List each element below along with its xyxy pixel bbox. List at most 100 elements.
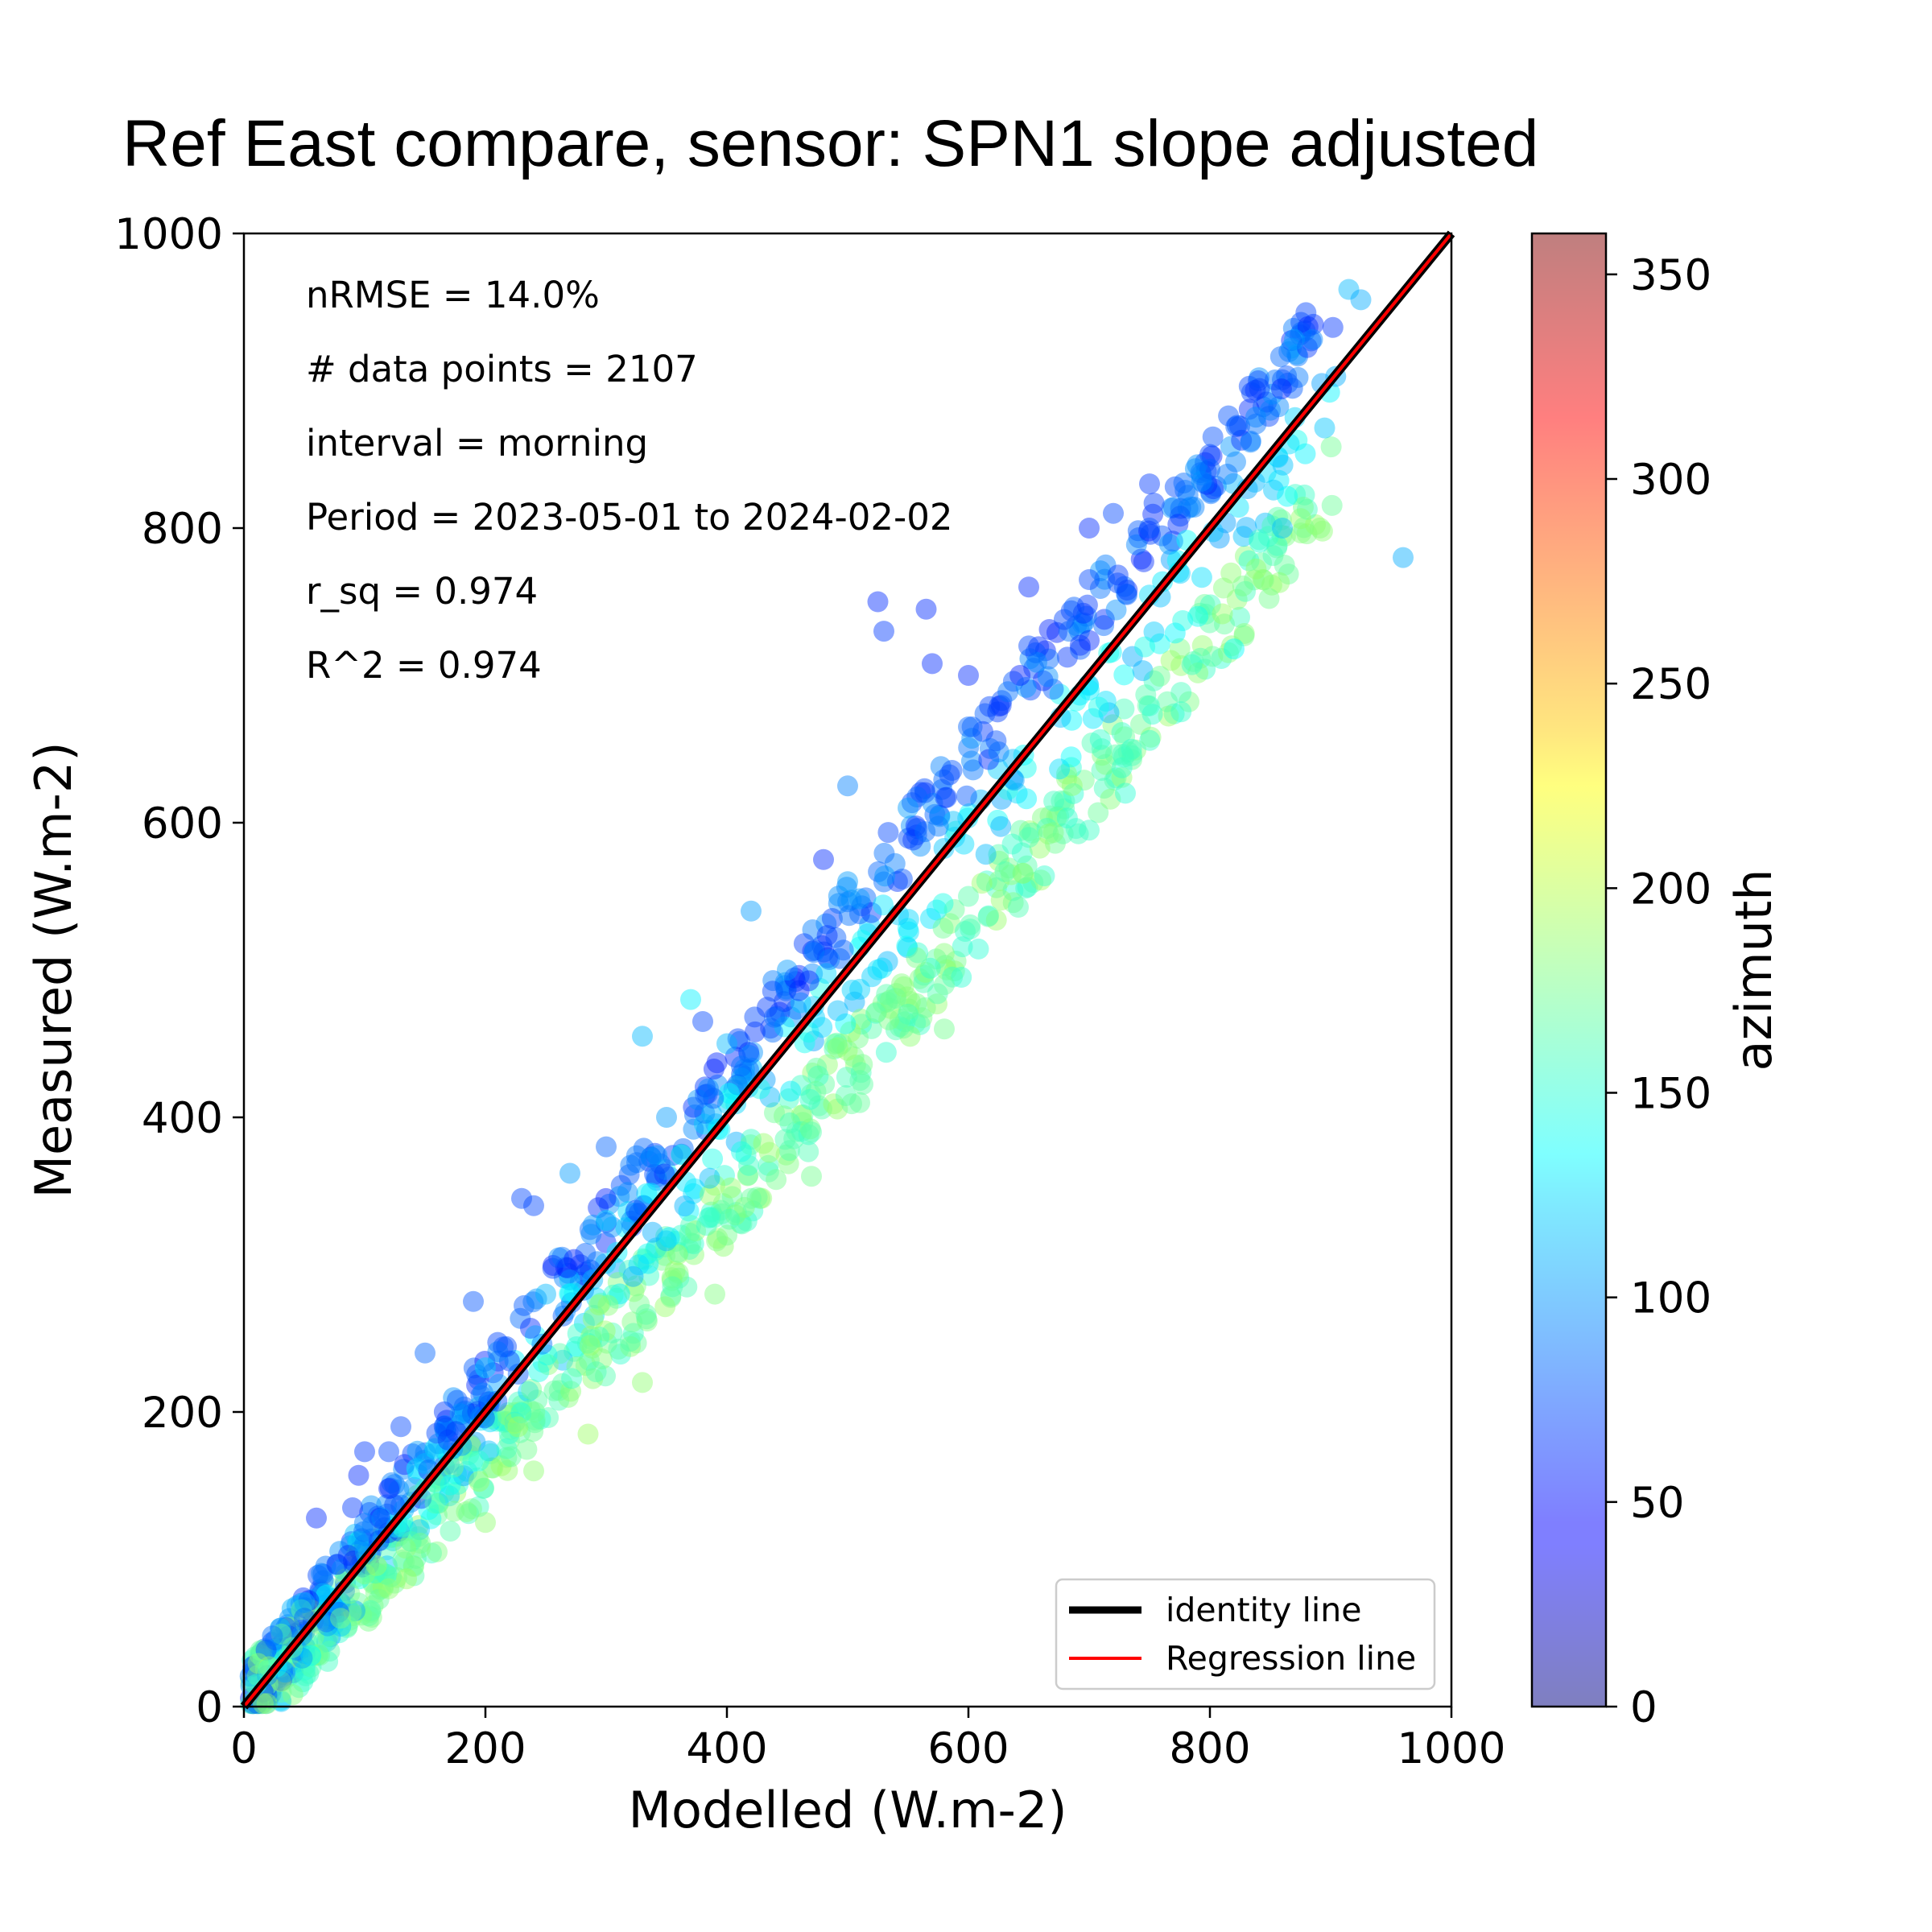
scatter-point bbox=[1170, 682, 1192, 704]
scatter-point bbox=[253, 1693, 274, 1715]
scatter-point bbox=[470, 1385, 492, 1406]
scatter-point bbox=[1036, 818, 1058, 839]
scatter-point bbox=[487, 1350, 509, 1372]
scatter-point bbox=[785, 971, 807, 993]
scatter-point bbox=[874, 865, 896, 887]
scatter-point bbox=[1257, 526, 1279, 547]
scatter-point bbox=[303, 1645, 324, 1666]
scatter-point bbox=[683, 1118, 704, 1140]
scatter-point bbox=[270, 1690, 291, 1711]
scatter-point bbox=[1082, 708, 1104, 729]
scatter-point bbox=[1113, 698, 1135, 720]
scatter-point bbox=[1300, 330, 1322, 352]
scatter-point bbox=[1232, 526, 1254, 547]
scatter-point bbox=[1143, 621, 1165, 642]
scatter-point bbox=[1224, 638, 1245, 660]
scatter-point bbox=[886, 983, 907, 1005]
scatter-point bbox=[617, 1182, 638, 1203]
scatter-point bbox=[1139, 473, 1160, 495]
scatter-point bbox=[762, 980, 783, 1002]
scatter-point bbox=[848, 903, 870, 925]
scatter-point bbox=[914, 997, 936, 1018]
scatter-point bbox=[1245, 558, 1267, 580]
scatter-point bbox=[890, 1008, 910, 1030]
scatter-point bbox=[1216, 464, 1238, 485]
fit-lines bbox=[240, 230, 1455, 1710]
scatter-point bbox=[1151, 525, 1173, 547]
scatter-point bbox=[1240, 431, 1261, 453]
scatter-point bbox=[365, 1582, 386, 1604]
scatter-point bbox=[935, 786, 957, 808]
scatter-point bbox=[1231, 429, 1253, 451]
scatter-point bbox=[1063, 597, 1085, 618]
scatter-point bbox=[668, 1267, 690, 1289]
scatter-point bbox=[1164, 622, 1186, 644]
scatter-point bbox=[1132, 660, 1154, 682]
scatter-point bbox=[766, 1169, 787, 1191]
scatter-point bbox=[898, 921, 919, 943]
scatter-point bbox=[597, 1294, 619, 1316]
scatter-point bbox=[1092, 745, 1113, 766]
scatter-point bbox=[566, 1336, 588, 1357]
scatter-point bbox=[576, 1332, 598, 1354]
scatter-point bbox=[814, 1073, 836, 1095]
scatter-point bbox=[958, 886, 979, 907]
scatter-point bbox=[256, 1693, 278, 1715]
scatter-point bbox=[294, 1597, 316, 1619]
scatter-point bbox=[1117, 584, 1137, 605]
scatter-point bbox=[975, 844, 997, 865]
scatter-point bbox=[803, 1030, 824, 1052]
scatter-point bbox=[359, 1501, 381, 1523]
scatter-point bbox=[381, 1472, 402, 1493]
scatter-point bbox=[855, 887, 877, 909]
scatter-point bbox=[570, 1254, 591, 1276]
scatter-point bbox=[683, 1233, 704, 1255]
scatter-point bbox=[861, 1018, 882, 1039]
scatter-point bbox=[265, 1629, 287, 1651]
scatter-point bbox=[989, 696, 1010, 717]
x-axis-label: Modelled (W.m-2) bbox=[628, 1781, 1067, 1839]
scatter-point bbox=[1095, 753, 1117, 775]
scatter-point bbox=[373, 1577, 394, 1599]
scatter-point bbox=[778, 1088, 799, 1109]
scatter-point bbox=[714, 1165, 735, 1187]
scatter-point bbox=[323, 1608, 345, 1630]
scatter-point bbox=[1202, 646, 1224, 667]
scatter-point bbox=[342, 1605, 364, 1626]
scatter-point bbox=[561, 1368, 583, 1389]
scatter-point bbox=[376, 1563, 398, 1585]
scatter-point bbox=[1121, 646, 1143, 667]
scatter-point bbox=[374, 1563, 395, 1584]
scatter-point bbox=[327, 1554, 349, 1575]
scatter-point bbox=[577, 1423, 599, 1445]
scatter-point bbox=[1276, 365, 1298, 386]
scatter-point bbox=[824, 1034, 845, 1055]
scatter-point bbox=[680, 1232, 702, 1253]
scatter-point bbox=[707, 1228, 729, 1249]
scatter-point bbox=[1285, 484, 1307, 506]
scatter-point bbox=[1073, 612, 1095, 634]
scatter-point bbox=[1297, 316, 1319, 337]
scatter-point bbox=[636, 1183, 658, 1204]
scatter-point bbox=[439, 1485, 460, 1507]
scatter-point bbox=[1038, 824, 1059, 845]
scatter-point bbox=[933, 769, 955, 791]
scatter-point bbox=[1001, 864, 1022, 886]
scatter-point bbox=[279, 1666, 300, 1686]
scatter-point bbox=[929, 804, 951, 826]
scatter-point bbox=[1282, 317, 1304, 339]
scatter-point bbox=[1314, 417, 1335, 439]
scatter-point bbox=[939, 913, 961, 935]
scatter-point bbox=[788, 980, 810, 1001]
scatter-point bbox=[1060, 600, 1082, 621]
scatter-point bbox=[390, 1416, 411, 1438]
scatter-point bbox=[1248, 370, 1269, 391]
scatter-point bbox=[1079, 819, 1100, 841]
scatter-point bbox=[914, 782, 936, 803]
scatter-point bbox=[538, 1354, 559, 1376]
scatter-point bbox=[1117, 741, 1139, 763]
scatter-point bbox=[1088, 696, 1109, 718]
stat-annotation: nRMSE = 14.0% bbox=[306, 274, 600, 316]
scatter-point bbox=[444, 1501, 465, 1522]
scatter-point bbox=[943, 960, 965, 982]
